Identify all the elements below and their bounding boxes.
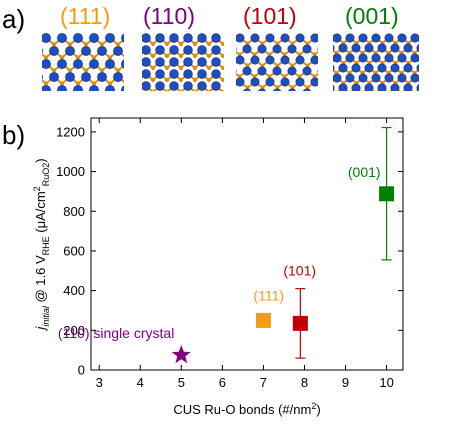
y-tick-label: 200 — [63, 323, 85, 338]
crystal-structure-111 — [42, 33, 124, 91]
x-tick-label: 6 — [219, 375, 226, 390]
x-tick-label: 9 — [342, 375, 349, 390]
y-title-mid: @ 1.6 V — [33, 255, 48, 306]
x-axis-title-sup: 2 — [311, 401, 316, 411]
x-tick-label: 7 — [260, 375, 267, 390]
x-tick-label: 10 — [379, 375, 393, 390]
data-point-square — [379, 186, 395, 202]
atom-grid — [333, 33, 419, 91]
axis-ticks: 3 4 5 6 7 8 9 10 0 200 400 600 800 1000 1200 — [56, 118, 403, 390]
data-point-label: (101) — [283, 262, 316, 278]
atom-grid — [236, 33, 318, 91]
y-title-unit-close: ) — [33, 158, 48, 162]
y-tick-label: 400 — [63, 283, 85, 298]
y-tick-label: 1000 — [56, 164, 85, 179]
atom-grid — [42, 33, 124, 91]
crystal-structure-110 — [142, 33, 224, 91]
y-tick-label: 0 — [78, 363, 85, 378]
x-axis-title: CUS Ru-O bonds (#/nm2) — [173, 401, 320, 417]
plot-frame — [90, 117, 404, 371]
y-title-unit-sup: 2 — [32, 186, 42, 191]
facet-label-110: (110) — [143, 3, 195, 29]
atom-grid — [142, 33, 224, 91]
y-title-unit-sub: RuO2 — [41, 163, 51, 187]
y-tick-label: 1200 — [56, 124, 85, 139]
facet-label-111: (111) — [60, 3, 111, 29]
crystal-structure-001 — [333, 33, 419, 91]
y-axis-title: jinitial @ 1.6 VRHE (μA/cm2RuO2) — [32, 158, 51, 331]
data-point-label: (001) — [348, 164, 381, 180]
x-tick-label: 8 — [301, 375, 308, 390]
data-point-square — [255, 312, 271, 328]
y-tick-label: 600 — [63, 243, 85, 258]
data-marks: (110) single crystal (111) (101) (001) — [58, 126, 395, 364]
panel-a-label: a) — [2, 4, 26, 34]
x-axis-title-main: CUS Ru-O bonds (#/nm — [173, 402, 311, 417]
x-tick-label: 5 — [178, 375, 185, 390]
facet-label-001: (001) — [345, 3, 399, 29]
y-title-j-sub: initial — [41, 305, 51, 327]
data-point-square — [292, 315, 308, 331]
facet-label-101: (101) — [243, 3, 297, 29]
x-tick-label: 3 — [96, 375, 103, 390]
data-point-label: (111) — [253, 287, 284, 303]
crystal-structure-101 — [236, 33, 318, 91]
y-title-j: j — [33, 326, 48, 332]
y-tick-label: 800 — [63, 204, 85, 219]
panel-b-label: b) — [2, 120, 26, 150]
x-tick-label: 4 — [137, 375, 144, 390]
x-axis-title-end: ) — [316, 402, 320, 417]
y-title-unit-open: (μA/cm — [33, 191, 48, 236]
data-point-star — [171, 345, 191, 364]
y-title-v-sub: RHE — [41, 236, 51, 255]
data-point-label: (110) single crystal — [58, 325, 174, 341]
